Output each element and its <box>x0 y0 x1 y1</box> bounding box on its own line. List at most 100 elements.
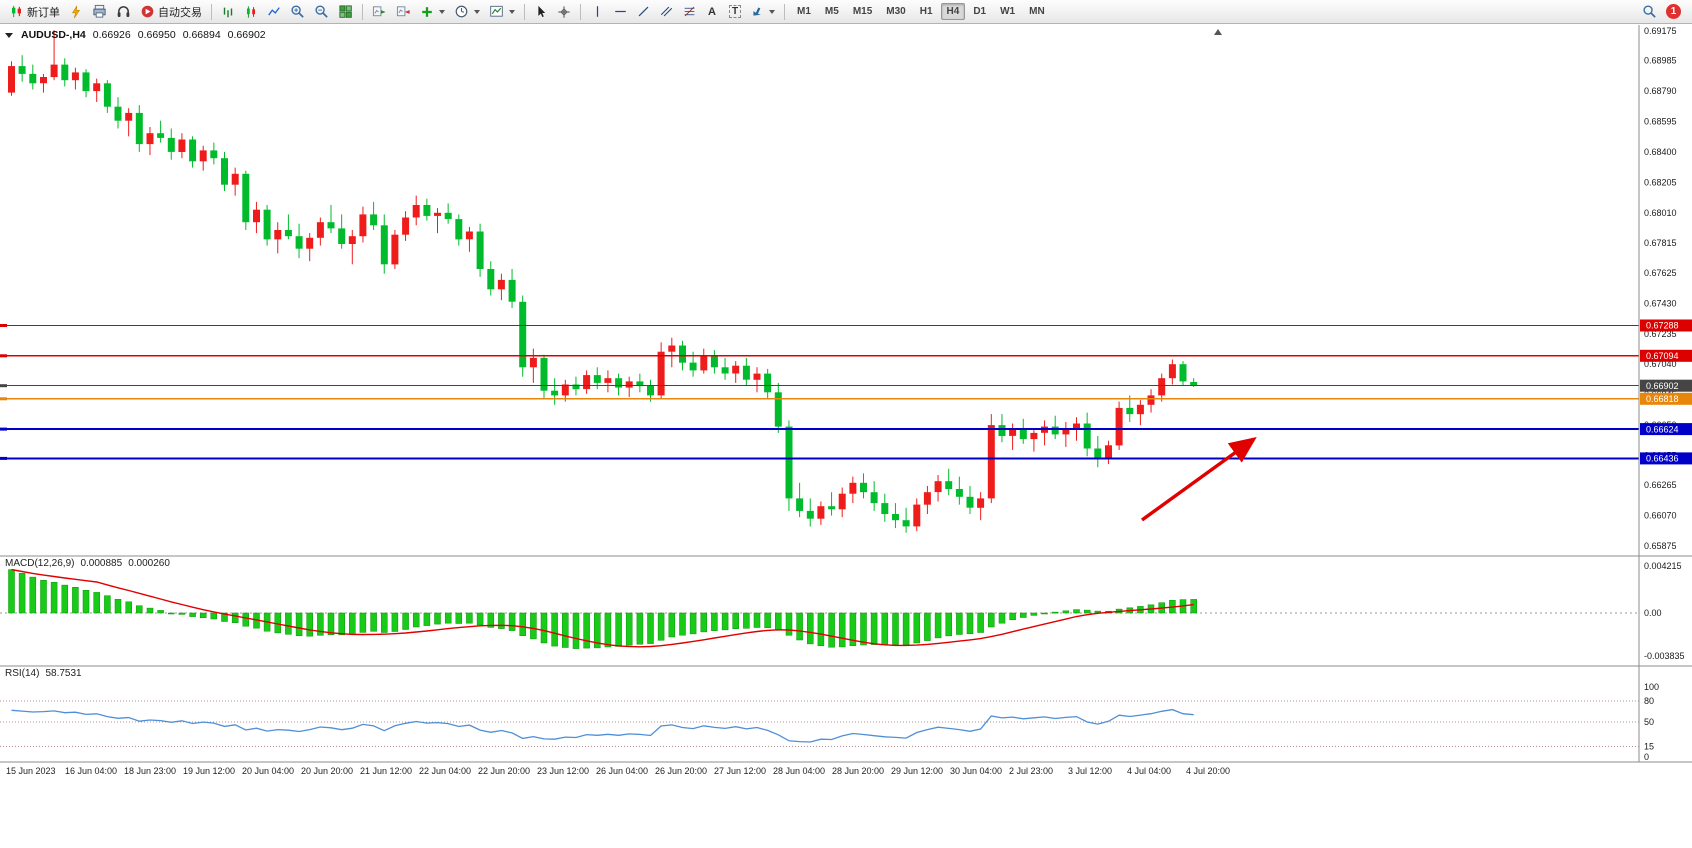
fibonacci-tool[interactable] <box>678 2 700 22</box>
timeframe-m30-button[interactable]: M30 <box>880 3 911 20</box>
svg-text:0.68205: 0.68205 <box>1644 177 1677 187</box>
data-window-button[interactable] <box>88 2 111 22</box>
time-label: 21 Jun 12:00 <box>360 766 413 776</box>
svg-text:0.67235: 0.67235 <box>1644 329 1677 339</box>
market-watch-button[interactable] <box>65 2 87 22</box>
time-label: 15 Jun 2023 <box>6 766 56 776</box>
autotrading-label: 自动交易 <box>158 6 202 19</box>
tile-windows-icon <box>339 5 352 18</box>
chart-shift-button[interactable] <box>392 2 415 22</box>
chevron-down-icon <box>439 9 445 14</box>
text-tool[interactable]: A <box>701 2 723 22</box>
timeframe-h1-button[interactable]: H1 <box>914 3 939 20</box>
price-tag[interactable] <box>1640 319 1692 332</box>
new-order-icon <box>12 5 21 18</box>
svg-text:15: 15 <box>1644 742 1654 752</box>
svg-text:0.66070: 0.66070 <box>1644 511 1677 521</box>
new-order-button[interactable]: 新订单 <box>5 2 64 22</box>
cursor-tool-button[interactable] <box>530 2 552 22</box>
support-button[interactable] <box>112 2 135 22</box>
label-tool[interactable]: T <box>724 2 746 22</box>
candlestick-chart-icon <box>246 5 256 18</box>
tile-windows-button[interactable] <box>334 2 357 22</box>
level-left-mark <box>0 354 7 358</box>
time-label: 4 Jul 20:00 <box>1186 766 1231 776</box>
timeframe-d1-button[interactable]: D1 <box>967 3 992 20</box>
time-label: 19 Jun 12:00 <box>183 766 236 776</box>
svg-text:0.67625: 0.67625 <box>1644 268 1677 278</box>
horizontal-line-tool[interactable] <box>609 2 631 22</box>
template-chart-icon <box>490 5 503 17</box>
timeframe-mn-button[interactable]: MN <box>1023 3 1051 20</box>
time-label: 20 Jun 04:00 <box>242 766 295 776</box>
time-axis[interactable]: 15 Jun 2023 16 Jun 04:00 18 Jun 23:00 19 Ju… <box>0 766 1639 782</box>
price-tag[interactable] <box>1640 392 1692 405</box>
macd-signal-line <box>11 568 1194 648</box>
macd-header: MACD(12,26,9) 0.000885 0.000260 <box>5 558 170 569</box>
symbol-dropdown-icon[interactable] <box>5 32 13 38</box>
chevron-down-icon <box>509 9 515 14</box>
lightning-icon <box>72 5 80 18</box>
timeframe-m15-button[interactable]: M15 <box>847 3 878 20</box>
timeframe-switcher: M1 M5 M15 M30 H1 H4 D1 W1 MN <box>790 3 1052 20</box>
arrows-dropdown[interactable] <box>747 2 779 22</box>
indicators-dropdown[interactable] <box>416 2 449 22</box>
chart-shift-icon <box>396 6 410 17</box>
chart-title-bar: AUDUSD-,H4 0.66926 0.66950 0.66894 0.669… <box>5 29 266 41</box>
time-label: 22 Jun 04:00 <box>419 766 472 776</box>
time-label: 29 Jun 12:00 <box>891 766 944 776</box>
search-button[interactable] <box>1638 2 1661 22</box>
cursor-icon <box>538 5 546 17</box>
svg-text:-0.003835: -0.003835 <box>1644 651 1685 661</box>
arrow-shape-icon <box>753 7 761 16</box>
notification-badge[interactable]: 1 <box>1666 4 1681 19</box>
headset-icon <box>117 6 130 17</box>
svg-text:0.67040: 0.67040 <box>1644 359 1677 369</box>
level-left-mark <box>0 427 7 431</box>
price-tag[interactable] <box>1640 423 1692 436</box>
timeframe-m1-button[interactable]: M1 <box>791 3 817 20</box>
periods-dropdown[interactable] <box>450 2 484 22</box>
svg-text:0.68790: 0.68790 <box>1644 86 1677 96</box>
crosshair-tool-button[interactable] <box>553 2 575 22</box>
time-label: 16 Jun 04:00 <box>65 766 118 776</box>
zoom-out-button[interactable] <box>310 2 333 22</box>
line-chart-button[interactable] <box>263 2 285 22</box>
chevron-down-icon <box>769 9 775 14</box>
time-label: 3 Jul 12:00 <box>1068 766 1113 776</box>
price-tag[interactable] <box>1640 379 1692 392</box>
svg-text:0.66818: 0.66818 <box>1646 394 1679 404</box>
time-label: 27 Jun 12:00 <box>714 766 767 776</box>
timeframe-m5-button[interactable]: M5 <box>819 3 845 20</box>
bar-chart-button[interactable] <box>217 2 239 22</box>
zoom-in-button[interactable] <box>286 2 309 22</box>
price-tag[interactable] <box>1640 452 1692 465</box>
timeframe-w1-button[interactable]: W1 <box>994 3 1021 20</box>
zoom-out-icon <box>315 5 328 18</box>
symbol-period-label: AUDUSD-,H4 <box>21 29 86 41</box>
level-left-mark <box>0 324 7 327</box>
autotrading-button[interactable]: 自动交易 <box>136 2 206 22</box>
vertical-line-tool[interactable] <box>586 2 608 22</box>
candlestick-chart-button[interactable] <box>240 2 262 22</box>
close-value: 0.66902 <box>227 29 266 41</box>
high-value: 0.66950 <box>137 29 176 41</box>
time-label: 18 Jun 23:00 <box>124 766 177 776</box>
trendline-icon <box>638 6 648 17</box>
scroll-end-marker[interactable] <box>1214 29 1222 35</box>
auto-scroll-icon <box>372 6 386 17</box>
auto-scroll-button[interactable] <box>368 2 391 22</box>
templates-dropdown[interactable] <box>485 2 519 22</box>
svg-text:0.66265: 0.66265 <box>1644 480 1677 490</box>
clock-icon <box>455 5 468 18</box>
timeframe-h4-button[interactable]: H4 <box>940 3 966 20</box>
macd-label: MACD(12,26,9) <box>5 558 75 569</box>
trendline-tool[interactable] <box>632 2 654 22</box>
price-tag[interactable] <box>1640 349 1692 362</box>
channel-tool[interactable] <box>655 2 677 22</box>
top-toolbar: 新订单 自动交易 <box>0 0 1692 24</box>
svg-text:0.68595: 0.68595 <box>1644 117 1677 127</box>
level-left-mark <box>0 456 7 460</box>
svg-text:0.67094: 0.67094 <box>1646 351 1679 361</box>
trend-arrow[interactable] <box>1141 437 1257 522</box>
